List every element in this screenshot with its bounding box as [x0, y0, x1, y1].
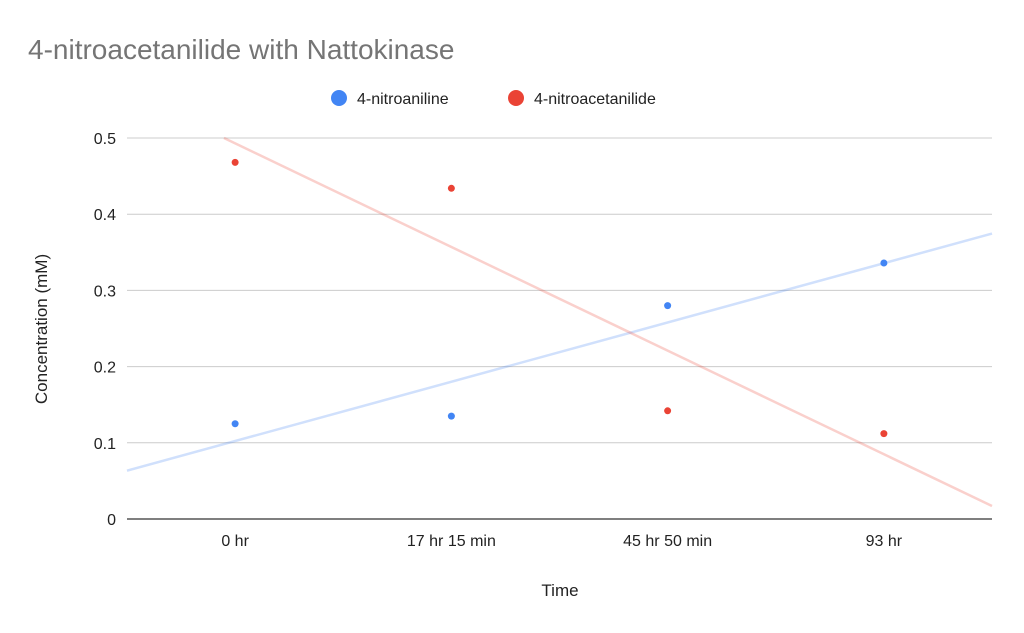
trendline-4-nitroacetanilide: [223, 136, 993, 508]
data-point-4-nitroaniline[interactable]: [447, 412, 455, 420]
x-tick-label: 0 hr: [221, 533, 249, 550]
data-points: [231, 158, 888, 438]
y-tick-label: 0.5: [94, 131, 116, 148]
y-tick-label: 0.1: [94, 436, 116, 453]
x-tick-label: 93 hr: [866, 533, 903, 550]
data-point-4-nitroaniline[interactable]: [231, 420, 239, 428]
trendlines: [126, 136, 993, 508]
gridlines: [127, 137, 992, 520]
y-axis-ticks: 0 0.1 0.2 0.3 0.4 0.5: [94, 131, 116, 529]
y-tick-label: 0: [107, 512, 116, 529]
legend-label-4-nitroaniline: 4-nitroaniline: [357, 91, 449, 108]
x-axis-ticks: 0 hr 17 hr 15 min 45 hr 50 min 93 hr: [221, 533, 902, 550]
legend: 4-nitroaniline 4-nitroacetanilide: [331, 90, 656, 108]
chart-title: 4-nitroacetanilide with Nattokinase: [28, 34, 454, 65]
legend-label-4-nitroacetanilide: 4-nitroacetanilide: [534, 91, 656, 108]
y-axis-title: Concentration (mM): [32, 254, 51, 404]
data-point-4-nitroaniline[interactable]: [664, 302, 672, 310]
data-point-4-nitroacetanilide[interactable]: [880, 430, 888, 438]
legend-item-4-nitroaniline[interactable]: 4-nitroaniline: [331, 90, 449, 108]
y-tick-label: 0.2: [94, 360, 116, 377]
y-tick-label: 0.4: [94, 207, 116, 224]
legend-marker-4-nitroacetanilide: [508, 90, 524, 106]
trendline-4-nitroaniline: [126, 232, 993, 472]
x-tick-label: 17 hr 15 min: [407, 533, 496, 550]
legend-marker-4-nitroaniline: [331, 90, 347, 106]
x-axis-title: Time: [541, 581, 578, 600]
data-point-4-nitroaniline[interactable]: [880, 259, 888, 267]
data-point-4-nitroacetanilide[interactable]: [447, 184, 455, 192]
x-tick-label: 45 hr 50 min: [623, 533, 712, 550]
legend-item-4-nitroacetanilide[interactable]: 4-nitroacetanilide: [508, 90, 656, 108]
y-tick-label: 0.3: [94, 283, 116, 300]
data-point-4-nitroacetanilide[interactable]: [231, 158, 239, 166]
data-point-4-nitroacetanilide[interactable]: [664, 407, 672, 415]
